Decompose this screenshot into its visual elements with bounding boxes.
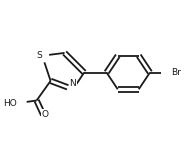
Text: HO: HO bbox=[3, 99, 17, 108]
Text: Br: Br bbox=[171, 68, 181, 77]
Text: S: S bbox=[36, 51, 42, 60]
Text: O: O bbox=[42, 110, 48, 119]
Text: N: N bbox=[70, 79, 76, 88]
